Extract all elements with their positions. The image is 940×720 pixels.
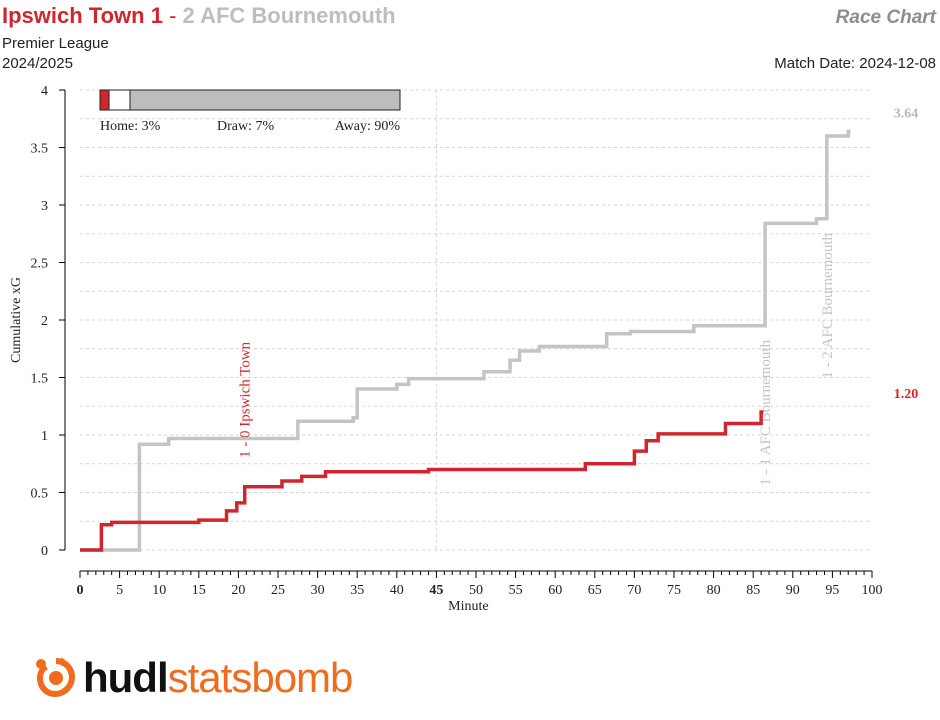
season-label: 2024/2025 bbox=[2, 55, 73, 72]
x-axis-label: Minute bbox=[448, 599, 488, 614]
win-prob-away-segment bbox=[130, 90, 400, 110]
final-xg-label: 3.64 bbox=[894, 106, 919, 121]
y-axis-label: Cumulative xG bbox=[9, 277, 24, 363]
y-tick-label: 1.5 bbox=[31, 372, 49, 387]
x-tick-label: 5 bbox=[116, 583, 123, 598]
x-axis-ticks: 0 5 10 15 20 25 30 35 40 45 50 55 60 65 70 75 80 85 90 95 10… bbox=[77, 571, 883, 598]
win-prob-home-segment bbox=[100, 90, 109, 110]
hudl-statsbomb-logo: hudlstatsbomb bbox=[33, 652, 354, 704]
final-xg-labels: 1.20 3.64 bbox=[894, 106, 919, 402]
x-tick-label: 90 bbox=[786, 583, 800, 598]
x-tick-label: 45 bbox=[429, 583, 443, 598]
goal-annotation-label: 1 - 2 AFC Bournemouth bbox=[820, 232, 836, 378]
y-tick-label: 4 bbox=[41, 84, 48, 99]
x-tick-label: 95 bbox=[825, 583, 839, 598]
win-prob-home-label: Home: 3% bbox=[100, 119, 161, 134]
series-lines bbox=[80, 129, 851, 552]
home-score: 1 bbox=[150, 3, 163, 28]
x-tick-label: 55 bbox=[509, 583, 523, 598]
logo-text-hudl: hudl bbox=[83, 654, 169, 701]
x-tick-label: 0 bbox=[77, 583, 84, 598]
home-team-name: Ipswich Town bbox=[2, 3, 145, 28]
x-tick-label: 25 bbox=[271, 583, 285, 598]
y-tick-label: 0.5 bbox=[31, 487, 49, 502]
win-prob-bar-outline bbox=[99, 89, 401, 111]
y-tick-label: 1 bbox=[41, 429, 48, 444]
score-separator: - bbox=[169, 3, 177, 28]
y-axis-ticks: 0 0.5 1 1.5 2 2.5 3 3.5 4 bbox=[31, 84, 65, 559]
x-tick-label: 40 bbox=[390, 583, 404, 598]
logo-text-statsbomb: statsbomb bbox=[167, 654, 354, 701]
goal-annotations: 1 - 0 Ipswich Town 1 - 1 AFC Bournemouth 1… bbox=[238, 232, 836, 485]
x-tick-label: 15 bbox=[192, 583, 206, 598]
win-probability-bar: Home: 3% Draw: 7% Away: 90% bbox=[99, 89, 401, 134]
win-prob-away-label: Away: 90% bbox=[335, 119, 401, 134]
win-prob-draw-segment bbox=[109, 90, 130, 110]
x-tick-label: 30 bbox=[311, 583, 325, 598]
win-prob-draw-label: Draw: 7% bbox=[217, 119, 274, 134]
x-tick-label: 35 bbox=[350, 583, 364, 598]
goal-annotation-label: 1 - 1 AFC Bournemouth bbox=[758, 339, 774, 485]
x-tick-label: 70 bbox=[627, 583, 641, 598]
y-tick-label: 0 bbox=[41, 544, 48, 559]
goal-annotation-label: 1 - 0 Ipswich Town bbox=[238, 341, 254, 458]
x-tick-label: 65 bbox=[588, 583, 602, 598]
final-xg-label: 1.20 bbox=[894, 387, 919, 402]
away-team-name: AFC Bournemouth bbox=[200, 3, 396, 28]
x-tick-label: 50 bbox=[469, 583, 483, 598]
y-tick-label: 3.5 bbox=[31, 142, 49, 157]
x-tick-label: 10 bbox=[152, 583, 166, 598]
competition-name: Premier League bbox=[2, 35, 109, 52]
gridlines bbox=[80, 89, 872, 551]
series-line bbox=[80, 129, 851, 552]
chart-type-label: Race Chart bbox=[835, 7, 936, 28]
x-tick-label: 60 bbox=[548, 583, 562, 598]
match-date: Match Date: 2024-12-08 bbox=[774, 55, 936, 72]
x-tick-label: 100 bbox=[862, 583, 883, 598]
statsbomb-logo-icon bbox=[36, 657, 75, 697]
y-tick-label: 3 bbox=[41, 199, 48, 214]
x-tick-label: 85 bbox=[746, 583, 760, 598]
x-tick-label: 20 bbox=[231, 583, 245, 598]
x-tick-label: 80 bbox=[707, 583, 721, 598]
y-tick-label: 2 bbox=[41, 314, 48, 329]
y-tick-label: 2.5 bbox=[31, 257, 49, 272]
series-line bbox=[80, 410, 764, 552]
x-tick-label: 75 bbox=[667, 583, 681, 598]
match-title: Ipswich Town 1 - 2 AFC Bournemouth bbox=[2, 3, 396, 29]
away-score: 2 bbox=[182, 3, 195, 28]
